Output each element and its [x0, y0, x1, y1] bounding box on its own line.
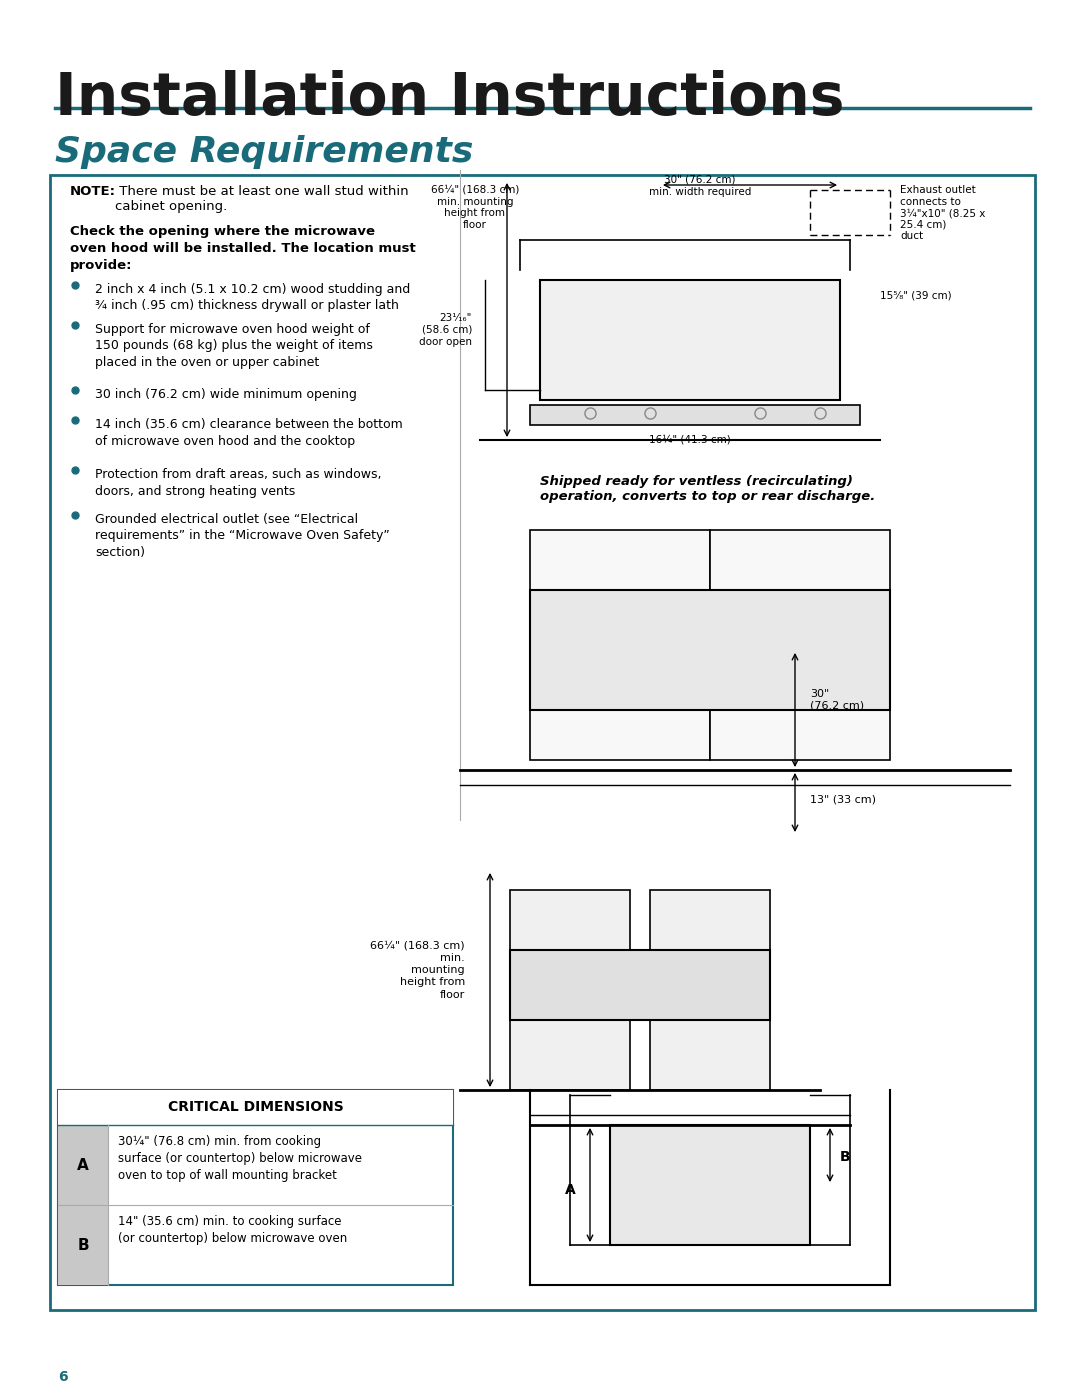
- Text: 23¹⁄₁₆"
(58.6 cm)
door open: 23¹⁄₁₆" (58.6 cm) door open: [419, 313, 472, 346]
- Text: Shipped ready for ventless (recirculating)
operation, converts to top or rear di: Shipped ready for ventless (recirculatin…: [540, 475, 875, 503]
- Bar: [510, 950, 770, 1020]
- Bar: [540, 279, 840, 400]
- Bar: [650, 890, 770, 1090]
- Bar: [530, 529, 710, 760]
- Bar: [58, 1090, 453, 1285]
- Text: 66¼" (168.3 cm)
min.
mounting
height from
floor: 66¼" (168.3 cm) min. mounting height fro…: [370, 940, 465, 1000]
- Text: B: B: [77, 1238, 89, 1253]
- Text: A: A: [565, 1183, 576, 1197]
- Bar: [58, 1090, 453, 1125]
- Text: Support for microwave oven hood weight of
150 pounds (68 kg) plus the weight of : Support for microwave oven hood weight o…: [95, 323, 373, 369]
- Text: Protection from draft areas, such as windows,
doors, and strong heating vents: Protection from draft areas, such as win…: [95, 468, 381, 497]
- Text: Grounded electrical outlet (see “Electrical
requirements” in the “Microwave Oven: Grounded electrical outlet (see “Electri…: [95, 513, 390, 559]
- Text: There must be at least one wall stud within
cabinet opening.: There must be at least one wall stud wit…: [114, 184, 408, 212]
- FancyBboxPatch shape: [50, 175, 1035, 1310]
- Bar: [530, 590, 890, 710]
- Text: 16¼" (41.3 cm): 16¼" (41.3 cm): [649, 434, 731, 446]
- Bar: [710, 529, 890, 760]
- Text: A: A: [77, 1158, 89, 1172]
- Text: 30 inch (76.2 cm) wide minimum opening: 30 inch (76.2 cm) wide minimum opening: [95, 388, 356, 401]
- Text: 30"
(76.2 cm): 30" (76.2 cm): [810, 689, 864, 711]
- Text: 14" (35.6 cm) min. to cooking surface
(or countertop) below microwave oven: 14" (35.6 cm) min. to cooking surface (o…: [118, 1215, 348, 1245]
- Bar: [58, 1206, 108, 1285]
- Text: CRITICAL DIMENSIONS: CRITICAL DIMENSIONS: [167, 1099, 343, 1113]
- Bar: [58, 1125, 108, 1206]
- Bar: [610, 1125, 810, 1245]
- Text: Exhaust outlet
connects to
3¼"x10" (8.25 x
25.4 cm)
duct: Exhaust outlet connects to 3¼"x10" (8.25…: [900, 184, 985, 242]
- Text: 15⁵⁄₈" (39 cm): 15⁵⁄₈" (39 cm): [880, 291, 951, 300]
- Text: B: B: [840, 1150, 851, 1164]
- Text: Installation Instructions: Installation Instructions: [55, 70, 845, 127]
- Text: Space Requirements: Space Requirements: [55, 136, 473, 169]
- Text: 14 inch (35.6 cm) clearance between the bottom
of microwave oven hood and the co: 14 inch (35.6 cm) clearance between the …: [95, 418, 403, 447]
- Bar: [530, 405, 860, 425]
- Text: 66¼" (168.3 cm)
min. mounting
height from
floor: 66¼" (168.3 cm) min. mounting height fro…: [431, 184, 519, 229]
- Text: Check the opening where the microwave
oven hood will be installed. The location : Check the opening where the microwave ov…: [70, 225, 416, 272]
- Text: 6: 6: [58, 1370, 68, 1384]
- Text: 30¼" (76.8 cm) min. from cooking
surface (or countertop) below microwave
oven to: 30¼" (76.8 cm) min. from cooking surface…: [118, 1134, 362, 1182]
- Bar: [510, 890, 630, 1090]
- Text: NOTE:: NOTE:: [70, 184, 116, 198]
- Text: 30" (76.2 cm)
min. width required: 30" (76.2 cm) min. width required: [649, 175, 752, 197]
- Text: 13" (33 cm): 13" (33 cm): [810, 795, 876, 805]
- Text: 2 inch x 4 inch (5.1 x 10.2 cm) wood studding and
¾ inch (.95 cm) thickness dryw: 2 inch x 4 inch (5.1 x 10.2 cm) wood stu…: [95, 284, 410, 313]
